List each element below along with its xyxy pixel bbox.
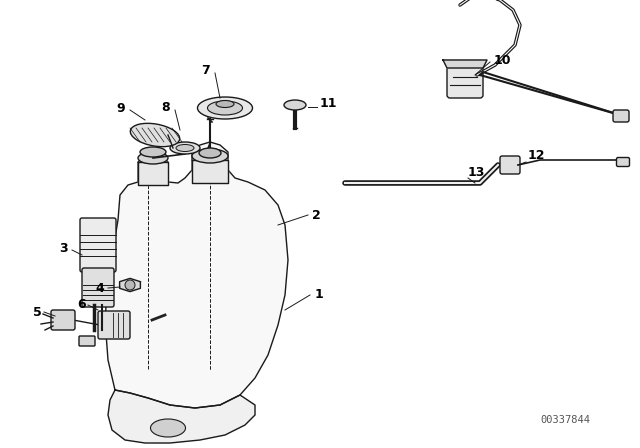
Ellipse shape (176, 145, 194, 151)
FancyBboxPatch shape (500, 156, 520, 174)
Polygon shape (120, 278, 140, 292)
FancyBboxPatch shape (79, 336, 95, 346)
FancyBboxPatch shape (80, 218, 116, 272)
Ellipse shape (216, 100, 234, 108)
Text: 9: 9 (116, 102, 125, 115)
FancyBboxPatch shape (98, 311, 130, 339)
Text: 5: 5 (33, 306, 42, 319)
FancyBboxPatch shape (447, 62, 483, 98)
FancyBboxPatch shape (51, 310, 75, 330)
Text: 4: 4 (95, 281, 104, 294)
Polygon shape (105, 142, 288, 408)
Polygon shape (108, 390, 255, 443)
Text: 00337844: 00337844 (540, 415, 590, 425)
FancyBboxPatch shape (616, 158, 630, 167)
Polygon shape (192, 160, 228, 183)
Text: 2: 2 (312, 208, 321, 221)
Ellipse shape (140, 147, 166, 157)
Polygon shape (443, 60, 487, 68)
Ellipse shape (198, 97, 253, 119)
Ellipse shape (131, 123, 180, 146)
Text: 3: 3 (60, 241, 68, 254)
FancyBboxPatch shape (613, 110, 629, 122)
Text: 10: 10 (494, 53, 511, 66)
Ellipse shape (199, 148, 221, 158)
Text: 1: 1 (315, 289, 324, 302)
Circle shape (125, 280, 135, 290)
Text: 11: 11 (320, 96, 337, 109)
Text: 8: 8 (161, 100, 170, 113)
FancyBboxPatch shape (82, 268, 114, 307)
Text: 13: 13 (468, 165, 485, 178)
Text: 6: 6 (77, 298, 86, 311)
Ellipse shape (192, 149, 228, 163)
Ellipse shape (207, 101, 243, 115)
Ellipse shape (284, 100, 306, 110)
Text: 12: 12 (528, 148, 545, 161)
Ellipse shape (170, 142, 200, 154)
Ellipse shape (150, 419, 186, 437)
Polygon shape (138, 162, 168, 185)
Text: 7: 7 (201, 64, 210, 77)
Ellipse shape (138, 152, 168, 164)
